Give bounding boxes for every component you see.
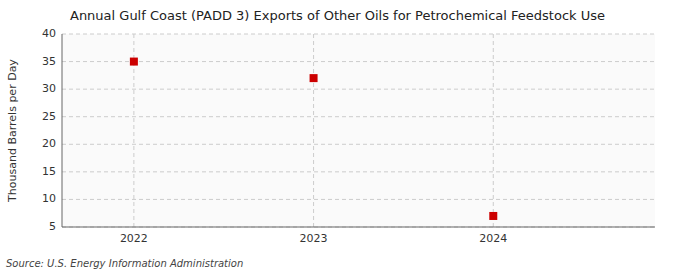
y-tick-label: 25 (42, 110, 56, 123)
chart: 5 10 15 20 25 30 35 40 2022 2023 2024 Annual Gulf C… (0, 0, 675, 275)
point (130, 58, 138, 66)
y-tick-label: 10 (42, 192, 56, 205)
y-axis-line (62, 34, 63, 227)
y-tick-label: 40 (42, 27, 56, 40)
source: Source: U.S. Energy Information Administ… (6, 258, 243, 269)
point (489, 212, 497, 220)
y-tick-label: 15 (42, 165, 56, 178)
title: Annual Gulf Coast (PADD 3) Exports of Ot… (70, 8, 605, 23)
y-grid-line (62, 144, 655, 145)
y-tick-label: 35 (42, 55, 56, 68)
x-tick-label: 2023 (300, 232, 328, 245)
x-grid-line (493, 34, 494, 227)
y-grid-line (62, 89, 655, 90)
x-tick-label: 2024 (479, 232, 507, 245)
grid (62, 34, 655, 227)
y-tick-label: 20 (42, 137, 56, 150)
y-grid-line (62, 171, 655, 172)
plot-area (62, 34, 655, 227)
y-grid-line (62, 227, 655, 228)
x-grid-line (313, 34, 314, 227)
y-grid-line (62, 34, 655, 35)
y-tick-label: 30 (42, 82, 56, 95)
y-grid-line (62, 61, 655, 62)
y-grid-line (62, 116, 655, 117)
point (310, 74, 318, 82)
x-tick-label: 2022 (120, 232, 148, 245)
y-axis-label: Thousand Barrels per Day (6, 59, 19, 203)
y-grid-line (62, 199, 655, 200)
x-axis-line (62, 227, 655, 228)
y-tick-label: 5 (49, 220, 56, 233)
points (130, 58, 497, 220)
